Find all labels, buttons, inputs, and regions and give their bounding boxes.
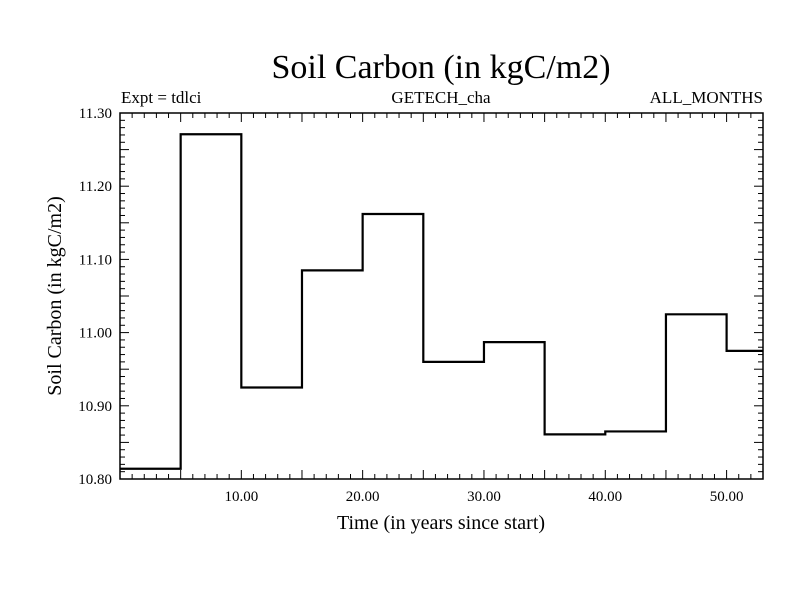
y-tick-label: 11.20 xyxy=(79,179,112,195)
experiment-label: Expt = tdlci xyxy=(121,88,202,107)
x-tick-label: 50.00 xyxy=(710,489,744,505)
months-label: ALL_MONTHS xyxy=(650,88,763,107)
series-line xyxy=(120,133,763,470)
plot-frame xyxy=(119,112,764,480)
chart-title: Soil Carbon (in kgC/m2) xyxy=(271,49,610,86)
series-layer xyxy=(120,133,763,470)
x-tick-label: 10.00 xyxy=(224,489,258,505)
y-tick-label: 10.80 xyxy=(78,472,112,488)
x-axis-label: Time (in years since start) xyxy=(337,512,545,534)
x-tick-labels: 10.00 20.00 30.00 40.00 50.00 xyxy=(224,489,743,505)
axis-ticks xyxy=(120,113,763,479)
x-tick-label: 20.00 xyxy=(346,489,380,505)
y-axis-label: Soil Carbon (in kgC/m2) xyxy=(44,196,66,395)
y-tick-labels: 10.80 10.90 11.00 11.10 11.20 11.30 xyxy=(78,106,112,488)
y-tick-label: 10.90 xyxy=(78,399,112,415)
y-tick-label: 11.30 xyxy=(79,106,112,122)
y-tick-label: 11.10 xyxy=(79,252,112,268)
y-tick-label: 11.00 xyxy=(79,326,112,342)
x-tick-label: 30.00 xyxy=(467,489,501,505)
x-tick-label: 40.00 xyxy=(588,489,622,505)
dataset-label: GETECH_cha xyxy=(391,88,491,107)
